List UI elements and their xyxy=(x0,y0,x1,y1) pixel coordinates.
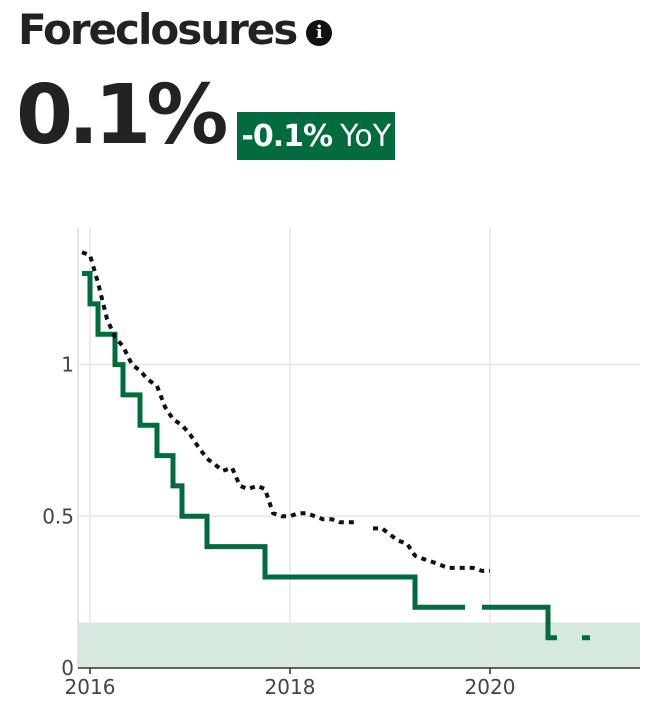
title-row: Foreclosures i xyxy=(18,2,333,58)
y-tick-label: 1 xyxy=(61,353,74,377)
metric-row: 0.1% -0.1% YoY xyxy=(16,68,396,164)
change-badge: -0.1% YoY xyxy=(237,112,396,160)
y-tick-label: 0.5 xyxy=(42,504,74,528)
x-tick-label: 2018 xyxy=(265,675,316,699)
foreclosure-rate-line xyxy=(82,271,590,641)
metric-value: 0.1% xyxy=(16,68,228,163)
page-title: Foreclosures xyxy=(18,5,298,54)
change-value: -0.1% xyxy=(241,118,333,154)
shaded-band xyxy=(78,622,640,668)
x-tick-label: 2020 xyxy=(465,675,516,699)
y-tick-label: 0 xyxy=(61,656,74,680)
comparison-series-line xyxy=(81,250,490,573)
x-tick-label: 2016 xyxy=(65,675,116,699)
info-circle-icon[interactable]: i xyxy=(306,20,333,46)
change-suffix: YoY xyxy=(340,118,392,154)
